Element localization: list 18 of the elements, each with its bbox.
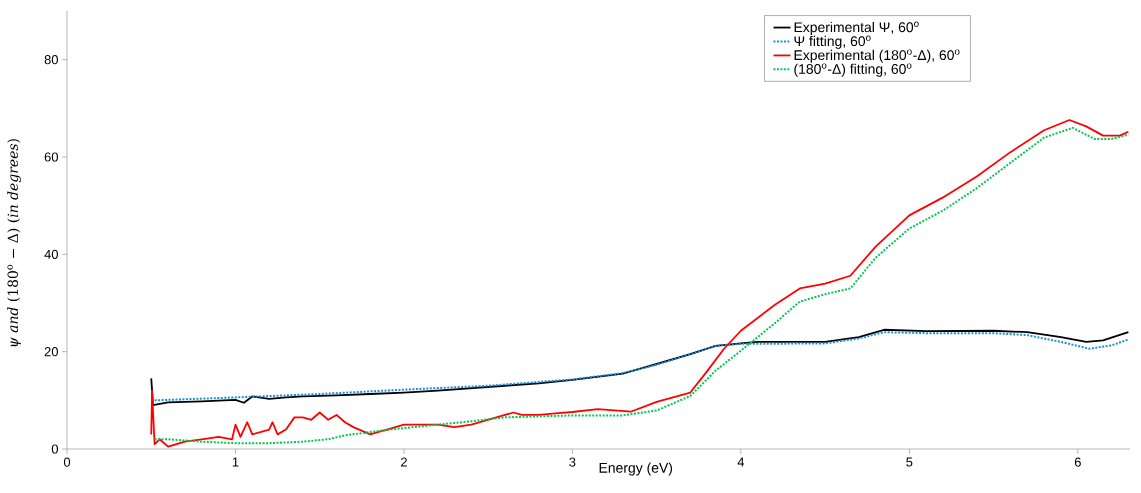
x-tick-label: 6 [1074, 457, 1081, 467]
x-tick-label: 4 [737, 457, 745, 467]
y-tick-label: 80 [44, 55, 58, 65]
x-tick-label: 5 [906, 457, 913, 467]
y-tick-label: 60 [44, 152, 58, 162]
x-axis-title: Energy (eV) [599, 462, 673, 476]
x-tick-label: 0 [63, 457, 71, 467]
x-tick-label: 2 [400, 457, 407, 467]
y-tick-label: 40 [44, 249, 58, 259]
y-tick-label: 20 [44, 347, 58, 357]
legend-label: (180$^{o}$-Δ) fitting, 60$^{o}$ [794, 63, 912, 77]
y-axis-title: ψ and (180$^{o}$ − Δ) (in degrees) [7, 139, 21, 347]
legend-label: Ψ fitting, 60$^{o}$ [794, 35, 871, 49]
y-tick-label: 0 [51, 444, 58, 454]
x-tick-label: 1 [232, 457, 239, 467]
legend-label: Experimental Ψ, 60$^{o}$ [794, 21, 919, 35]
legend-label: Experimental (180$^{o}$-Δ), 60$^{o}$ [794, 49, 960, 63]
x-tick-label: 3 [569, 457, 576, 467]
